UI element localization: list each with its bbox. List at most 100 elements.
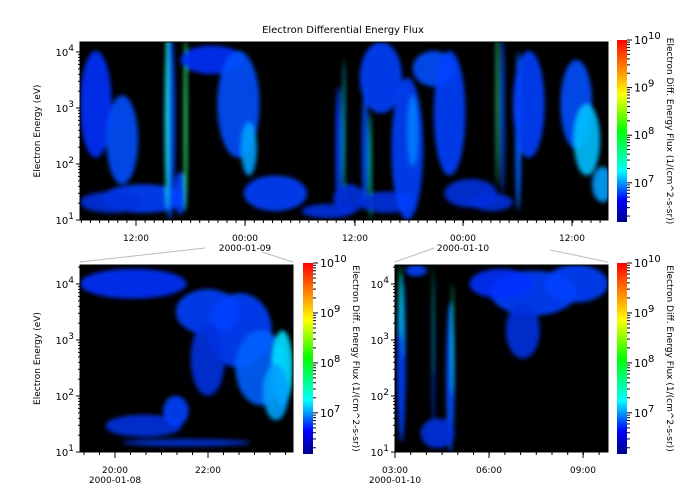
colorbar-tick-label: 107 [634,174,654,190]
x-tick-date: 2000-01-08 [89,476,142,486]
spectrogram-data [80,42,608,220]
colorbar-tick-label-base: 10 [634,82,648,95]
x-tick-label: 22:00 [195,466,221,476]
zoom-connector-line [394,247,435,263]
y-tick-label-exp: 1 [68,212,74,222]
y-tick-label: 103 [371,332,389,347]
colorbar-tick-label: 107 [634,404,654,420]
colorbar-tick-label-exp: 8 [334,354,340,365]
flux-region [359,42,403,114]
y-tick-label-exp: 2 [68,156,74,166]
colorbar-tick-label-exp: 10 [334,254,347,265]
y-tick-label: 101 [56,212,74,227]
flux-region [399,265,402,340]
flux-region [80,268,187,299]
x-tick-date: 2000-01-10 [369,476,422,486]
flux-region [335,86,342,212]
spectrogram-data [397,265,608,452]
y-tick-label: 101 [56,444,74,459]
flux-region [573,104,601,176]
y-tick-label-exp: 4 [68,276,74,286]
flux-region [243,175,308,212]
colorbar-tick-label: 109 [634,79,654,95]
colorbar-tick-label-base: 10 [320,257,334,270]
flux-region [241,122,257,176]
colorbar-tick-label: 1010 [634,254,661,270]
colorbar-tick-label-base: 10 [320,357,334,370]
flux-region [165,42,169,212]
spectrogram-data [80,268,293,447]
y-tick-label-exp: 1 [68,444,74,454]
colorbar-gradient [617,40,627,222]
x-tick-label: 12:00 [559,234,585,244]
colorbar-tick-label: 109 [320,304,340,320]
colorbar-tick-label-base: 10 [320,407,334,420]
y-tick-label-exp: 2 [68,388,74,398]
y-tick-label-base: 10 [56,104,69,115]
flux-region [263,364,289,421]
colorbar-tick-label-exp: 7 [334,404,340,415]
flux-region [470,193,513,212]
plot-frame [79,41,609,221]
colorbar-tick-label: 109 [634,304,654,320]
x-tick-label: 12:00 [123,234,149,244]
y-tick-label-base: 10 [371,336,384,347]
flux-region [433,50,466,176]
colorbar-tick-label-exp: 9 [648,304,654,315]
colorbar-tick-label: 1010 [320,254,347,270]
zoom-connector-line [79,247,206,263]
colorbar-tick-label-base: 10 [634,257,648,270]
colorbar-tick-label-exp: 8 [648,126,654,137]
y-tick-label-base: 10 [371,392,384,403]
x-tick-label: 00:00 [232,234,258,244]
colorbar-tick-label: 108 [320,354,340,370]
x-tick-label: 09:00 [570,466,596,476]
y-tick-label-exp: 4 [68,44,74,54]
flux-region [122,438,251,447]
plot-frame [394,264,609,453]
flux-region [361,86,369,212]
colorbar-label: Electron Diff. Energy Flux (1/(cm^2-s-sr… [664,265,674,451]
y-tick-label: 101 [371,444,389,459]
colorbar-tick-label-base: 10 [634,129,648,142]
colorbar-tick-label-exp: 8 [648,354,654,365]
colorbar-tick-label-exp: 7 [648,404,654,415]
flux-region [407,95,418,167]
y-tick-label: 104 [56,276,75,291]
colorbar-tick-label-exp: 9 [334,304,340,315]
zoom-connector-line [261,251,294,263]
y-tick-label-base: 10 [56,48,69,59]
flux-region [592,166,608,203]
y-tick-label: 103 [56,332,74,347]
x-tick-label: 00:00 [450,234,476,244]
colorbar-tick-label-base: 10 [634,407,648,420]
y-tick-label-base: 10 [56,280,69,291]
colorbar-tick-label-base: 10 [634,177,648,190]
colorbar-tick-label: 108 [634,354,654,370]
flux-region [190,321,225,396]
colorbar-tick-label-exp: 10 [648,254,661,265]
y-tick-label: 103 [56,100,74,115]
x-tick-date: 2000-01-10 [437,244,490,254]
flux-region [342,59,346,203]
y-tick-label-base: 10 [56,336,69,347]
flux-region [184,42,188,212]
plot-frame [79,264,294,453]
flux-region [451,283,454,396]
flux-region [420,418,455,449]
flux-region [163,395,189,426]
y-tick-label-base: 10 [56,216,69,227]
y-tick-label-exp: 4 [383,276,389,286]
y-tick-label: 104 [371,276,390,291]
flux-region [402,283,405,359]
colorbar-label: Electron Diff. Energy Flux (1/(cm^2-s-sr… [664,38,674,224]
zoom-connector-line [549,249,609,263]
colorbar-tick-label-exp: 7 [648,174,654,185]
flux-region [496,42,499,185]
